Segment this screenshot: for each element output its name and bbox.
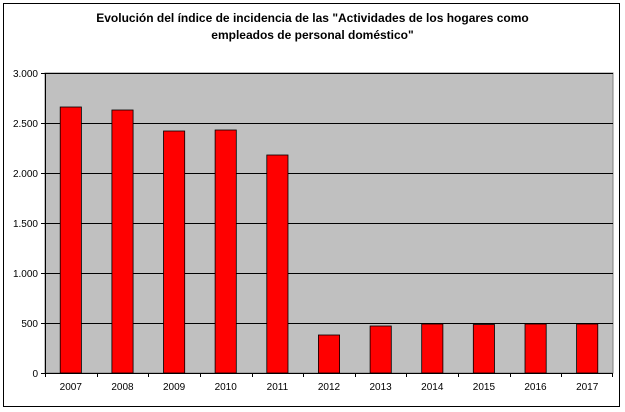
bar-2014	[421, 323, 444, 374]
y-tick-label: 500	[21, 319, 38, 330]
x-tick-label: 2009	[163, 382, 186, 393]
gridlines	[45, 73, 613, 324]
x-tick-label: 2016	[524, 382, 547, 393]
bar-2016	[524, 323, 547, 374]
bar-2007	[59, 106, 82, 374]
x-tick-label: 2008	[111, 382, 134, 393]
bar-2008	[111, 109, 134, 374]
bar-2012	[317, 334, 340, 374]
x-tick-label: 2007	[60, 382, 83, 393]
y-tick-label: 1.500	[13, 219, 38, 230]
y-tick-label: 0	[32, 369, 38, 380]
x-tick-label: 2010	[215, 382, 238, 393]
y-tick-label: 2.500	[13, 119, 38, 130]
bar-2015	[472, 324, 495, 374]
x-tick-label: 2015	[473, 382, 496, 393]
y-tick-label: 2.000	[13, 169, 38, 180]
x-tick-label: 2014	[421, 382, 444, 393]
bar-2010	[214, 129, 237, 374]
chart-title-line-1: Evolución del índice de incidencia de la…	[96, 11, 529, 25]
x-tick-label: 2011	[267, 382, 289, 393]
x-tick-label: 2012	[318, 382, 341, 393]
y-axis: 0 500 1.000 1.500 2.000 2.500 3.000	[13, 69, 46, 380]
x-axis: 2007 2008 2009 2010 2011 2012 2013 2014 2015 2016…	[45, 373, 613, 393]
bar-2009	[163, 130, 186, 374]
y-tick-label: 1.000	[13, 269, 38, 280]
y-tick-label: 3.000	[13, 69, 38, 80]
chart-title: Evolución del índice de incidencia de la…	[0, 10, 625, 44]
bar-2011	[266, 154, 289, 374]
bar-2013	[369, 325, 392, 374]
chart-title-line-2: empleados de personal doméstico"	[211, 28, 414, 42]
x-tick-label: 2013	[369, 382, 392, 393]
bar-2017	[576, 323, 599, 374]
bars	[59, 106, 599, 374]
x-tick-label: 2017	[576, 382, 599, 393]
